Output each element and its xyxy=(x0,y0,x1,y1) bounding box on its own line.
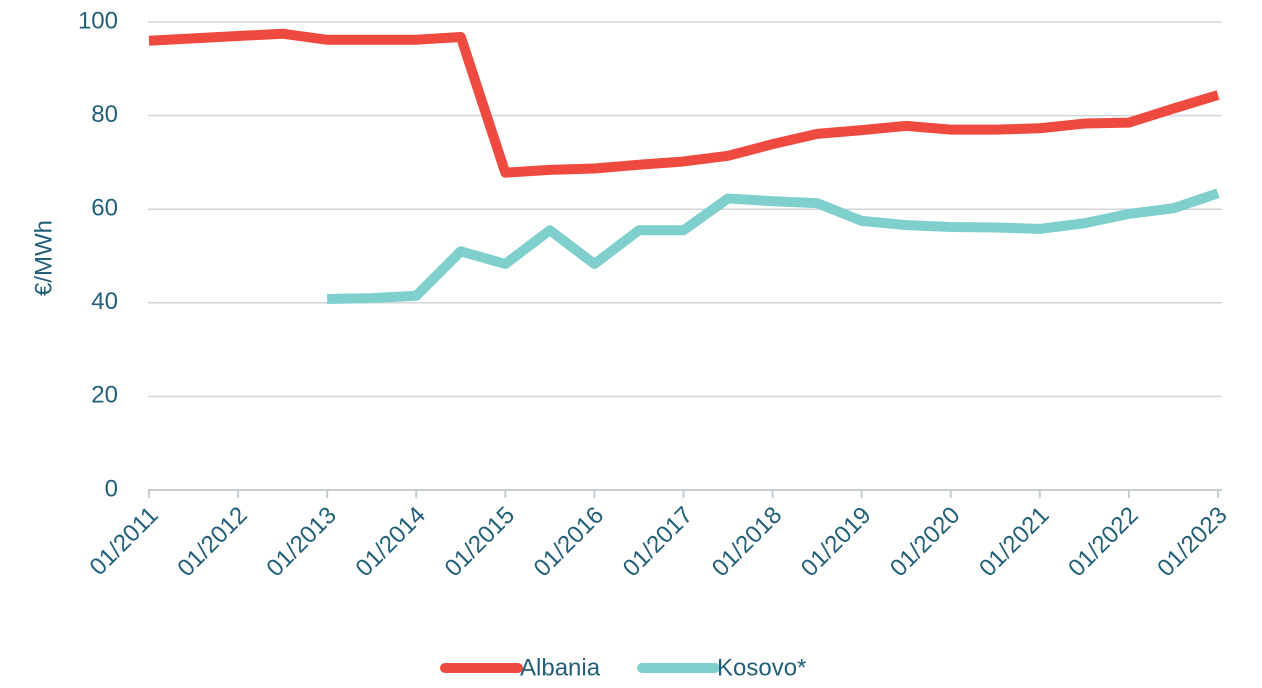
x-tick-label: 01/2013 xyxy=(261,502,341,582)
legend-label: Kosovo* xyxy=(717,654,806,681)
x-tick-label: 01/2023 xyxy=(1152,502,1232,582)
x-tick-label: 01/2012 xyxy=(172,502,252,582)
x-tick-label: 01/2016 xyxy=(529,502,609,582)
y-tick-label: 40 xyxy=(91,288,118,315)
y-tick-label: 20 xyxy=(91,382,118,409)
data-line xyxy=(327,188,1220,305)
legend-label: Albania xyxy=(520,654,601,681)
x-tick-label: 01/2020 xyxy=(885,502,965,582)
x-tick-label: 01/2014 xyxy=(351,502,431,582)
y-tick-label: 0 xyxy=(105,475,118,502)
data-line xyxy=(148,28,1220,178)
x-tick-label: 01/2011 xyxy=(85,502,164,581)
x-tick-label: 01/2017 xyxy=(618,502,698,582)
y-tick-label: 60 xyxy=(91,195,118,222)
x-tick-label: 01/2018 xyxy=(707,502,787,582)
x-tick-label: 01/2015 xyxy=(440,502,520,582)
y-tick-label: 100 xyxy=(78,7,118,34)
y-tick-label: 80 xyxy=(91,101,118,128)
x-tick-label: 01/2019 xyxy=(796,502,876,582)
x-tick-label: 01/2021 xyxy=(974,502,1054,582)
y-axis-label: €/MWh xyxy=(30,220,57,296)
x-tick-label: 01/2022 xyxy=(1063,502,1143,582)
